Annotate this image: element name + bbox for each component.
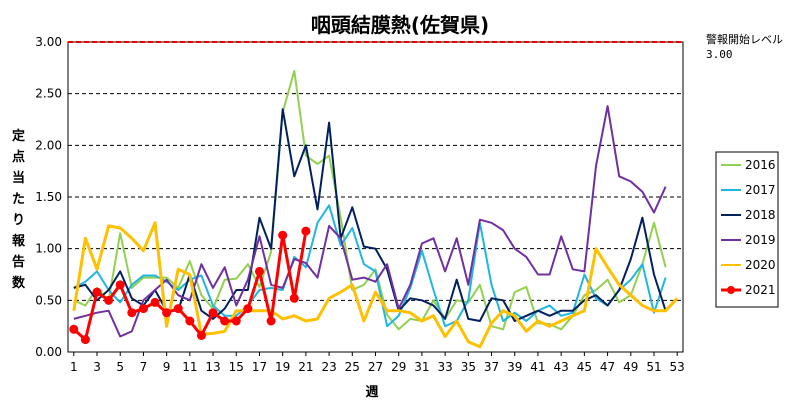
- data-point-2021: [266, 316, 276, 326]
- y-tick-label: 0.50: [35, 293, 62, 307]
- x-tick-label: 43: [554, 360, 569, 374]
- x-tick-label: 7: [140, 360, 148, 374]
- series-line-2020: [72, 221, 679, 349]
- x-tick-labels: 1 3 5 7 9 11 13 15 17 19 21 23 25 27 29 31 33 35 37 39 41 43 4…: [70, 352, 685, 374]
- y-tick-label: 0.00: [35, 345, 62, 359]
- y-axis-label-char: 告: [12, 254, 25, 270]
- series-line-2019: [73, 105, 667, 338]
- y-axis-label-char: 定: [11, 128, 25, 144]
- y-tick-label: 2.00: [35, 138, 62, 152]
- data-point-2021: [127, 308, 137, 318]
- data-point-2021: [301, 226, 311, 236]
- x-tick-label: 17: [252, 360, 267, 374]
- series-line-2016: [73, 69, 667, 331]
- x-tick-label: 51: [646, 360, 661, 374]
- legend-box: [715, 151, 779, 308]
- data-point-2021: [243, 304, 253, 314]
- legend-label-2019: 2019: [745, 233, 776, 247]
- y-axis-label-char: り: [12, 213, 25, 228]
- legend-label-2018: 2018: [745, 208, 776, 222]
- legend-label-2017: 2017: [745, 183, 776, 197]
- x-axis-label: 週: [365, 385, 378, 400]
- x-tick-label: 47: [600, 360, 615, 374]
- data-point-2021: [80, 335, 90, 345]
- data-point-2021: [220, 316, 230, 326]
- y-axis-label: 定点当たり報告数: [11, 128, 26, 291]
- data-point-2021: [162, 308, 172, 318]
- legend-label-2021: 2021: [745, 283, 776, 297]
- x-tick-label: 25: [345, 360, 360, 374]
- y-tick-label: 3.00: [35, 35, 62, 49]
- data-point-2021: [92, 287, 102, 297]
- x-tick-label: 11: [182, 360, 197, 374]
- x-tick-label: 3: [93, 360, 101, 374]
- data-point-2021: [231, 316, 241, 326]
- x-tick-label: 33: [437, 360, 452, 374]
- x-tick-label: 13: [205, 360, 220, 374]
- x-tick-label: 29: [391, 360, 406, 374]
- x-tick-label: 45: [577, 360, 592, 374]
- data-point-2021: [173, 304, 183, 314]
- alert-level-value: 3.00: [706, 48, 733, 61]
- x-tick-label: 23: [321, 360, 336, 374]
- data-point-2021: [278, 230, 288, 240]
- legend-label-2016: 2016: [745, 158, 776, 172]
- x-tick-label: 49: [623, 360, 638, 374]
- x-tick-label: 27: [368, 360, 383, 374]
- data-point-2021: [289, 293, 299, 303]
- x-tick-label: 53: [670, 360, 685, 374]
- x-tick-label: 41: [530, 360, 545, 374]
- x-tick-label: 15: [229, 360, 244, 374]
- data-point-2021: [104, 295, 114, 305]
- x-tick-label: 9: [163, 360, 171, 374]
- y-axis-label-char: 当: [12, 170, 25, 186]
- data-point-2021: [254, 266, 264, 276]
- y-axis-label-char: 点: [12, 149, 25, 165]
- data-point-2021: [196, 330, 206, 340]
- y-axis-label-char: 報: [12, 233, 26, 249]
- data-point-2021: [150, 297, 160, 307]
- alert-level-label: 警報開始レベル: [706, 32, 783, 46]
- y-axis-label-char: た: [12, 192, 25, 207]
- chart-title: 咽頭結膜熱(佐賀県): [311, 13, 489, 37]
- series-lines: [69, 69, 679, 349]
- x-tick-label: 37: [484, 360, 499, 374]
- y-tick-label: 1.00: [35, 242, 62, 256]
- y-tick-label: 1.50: [35, 190, 62, 204]
- data-point-2021: [208, 308, 218, 318]
- x-tick-label: 21: [298, 360, 313, 374]
- data-point-2021: [69, 324, 79, 334]
- y-tick-label: 2.50: [35, 87, 62, 101]
- x-tick-label: 31: [414, 360, 429, 374]
- legend-label-2020: 2020: [745, 258, 776, 272]
- x-tick-label: 39: [507, 360, 522, 374]
- y-axis-label-char: 数: [12, 275, 26, 291]
- x-tick-label: 1: [70, 360, 78, 374]
- data-point-2021: [115, 280, 125, 290]
- x-tick-label: 5: [116, 360, 124, 374]
- y-tick-labels: 0.00 0.50 1.00 1.50 2.00 2.50 3.00: [35, 35, 62, 359]
- legend: 2016 2017 2018 2019 2020 2021: [715, 151, 779, 308]
- x-tick-label: 35: [461, 360, 476, 374]
- data-point-2021: [185, 316, 195, 326]
- x-tick-label: 19: [275, 360, 290, 374]
- legend-marker-2021: [727, 286, 735, 294]
- data-point-2021: [138, 304, 148, 314]
